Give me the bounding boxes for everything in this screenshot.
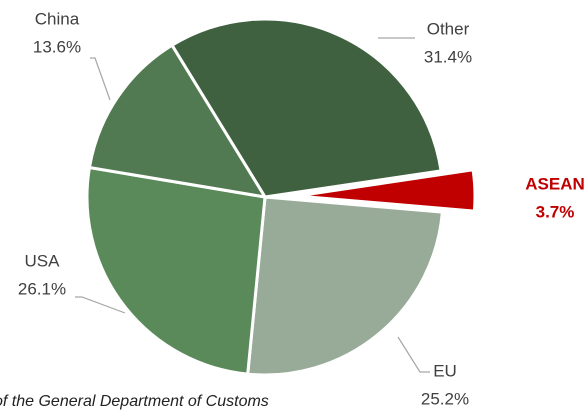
category-label: Other — [427, 19, 470, 38]
value-label: 13.6% — [33, 37, 81, 56]
category-label: ASEAN — [525, 174, 585, 193]
leader-line — [75, 296, 126, 314]
value-label: 31.4% — [424, 47, 472, 66]
value-label: 26.1% — [18, 279, 66, 298]
value-label: 25.2% — [421, 389, 469, 408]
leader-line — [90, 57, 111, 101]
pie-slice — [296, 168, 477, 213]
pie-slice — [85, 165, 267, 376]
pie-slice — [246, 195, 444, 377]
category-label: China — [35, 9, 80, 28]
pie-slice — [87, 43, 269, 200]
source-note: of the General Department of Customs — [0, 393, 269, 410]
category-label: EU — [433, 361, 457, 380]
value-label: 3.7% — [536, 202, 575, 221]
leader-line — [397, 336, 430, 373]
category-label: USA — [25, 251, 61, 270]
